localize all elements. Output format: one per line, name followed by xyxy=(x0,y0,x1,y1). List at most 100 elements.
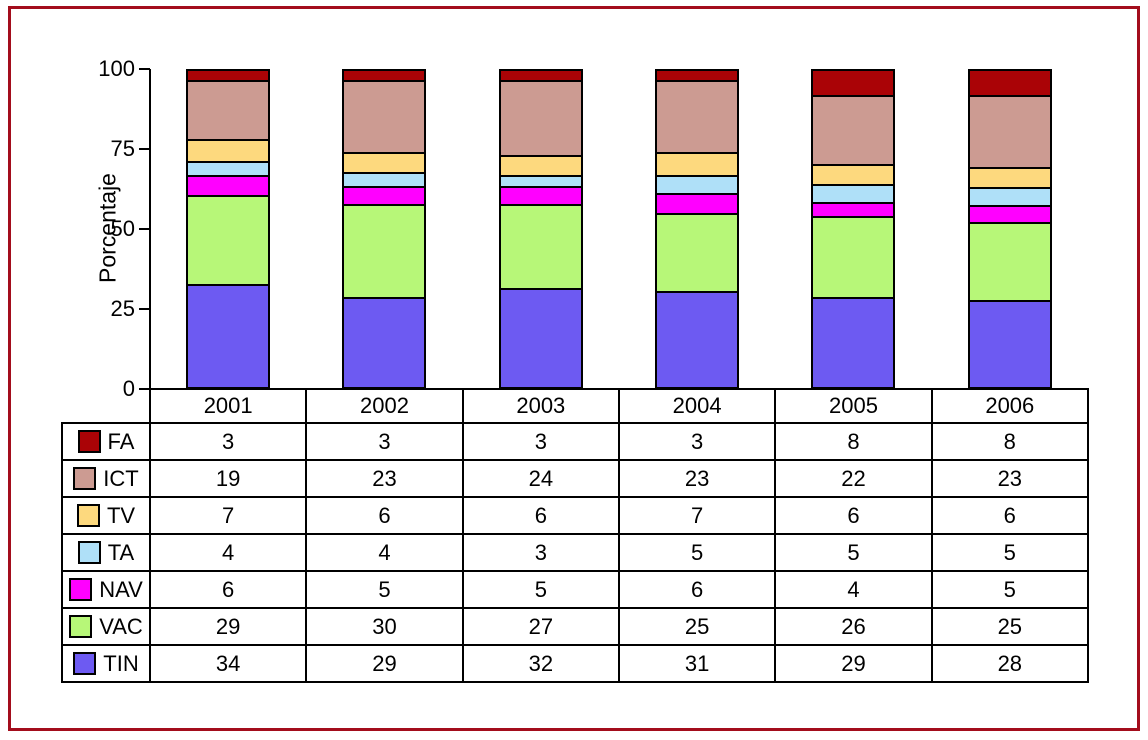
bar-segment-TA-2001 xyxy=(188,161,269,176)
bar-segment-NAV-2006 xyxy=(969,204,1050,222)
bar-segment-TA-2003 xyxy=(500,175,581,187)
bar-segment-FA-2001 xyxy=(188,71,269,80)
y-tick-mark xyxy=(139,308,150,310)
bar-segment-ICT-2004 xyxy=(657,80,738,153)
bar-segment-TIN-2003 xyxy=(500,287,581,387)
y-tick-label: 50 xyxy=(110,216,135,241)
year-header-2001: 2001 xyxy=(148,388,308,424)
legend-label-TA: TA xyxy=(107,539,135,565)
legend-swatch-TV xyxy=(76,503,100,527)
legend-cell-TV: TV xyxy=(61,496,151,535)
bar-segment-VAC-2004 xyxy=(657,212,738,291)
bar-segment-TA-2006 xyxy=(969,187,1050,205)
value-cell-TA-2006: 5 xyxy=(930,533,1089,572)
value-cell-FA-2006: 8 xyxy=(930,422,1089,461)
y-axis-line xyxy=(149,69,151,389)
value-cell-TA-2001: 4 xyxy=(148,533,308,572)
bar-segment-TIN-2005 xyxy=(813,296,894,387)
table-row-TA: TA 4 4 3 5 5 5 xyxy=(61,533,1089,572)
y-tick-label: 75 xyxy=(110,136,135,161)
bar-segment-NAV-2005 xyxy=(813,201,894,216)
legend-label-TV: TV xyxy=(106,502,136,528)
value-cell-VAC-2004: 25 xyxy=(617,607,777,646)
bar-segment-ICT-2005 xyxy=(813,95,894,165)
value-cell-NAV-2005: 4 xyxy=(774,570,933,609)
legend-swatch-TA xyxy=(77,540,101,564)
bar-segment-ICT-2003 xyxy=(500,80,581,156)
value-cell-FA-2004: 3 xyxy=(617,422,777,461)
bar-segment-VAC-2003 xyxy=(500,203,581,288)
value-cell-FA-2005: 8 xyxy=(774,422,933,461)
value-cell-TA-2002: 4 xyxy=(305,533,464,572)
value-cell-FA-2003: 3 xyxy=(461,422,620,461)
value-cell-TIN-2006: 28 xyxy=(930,644,1089,683)
table-row-VAC: VAC 29 30 27 25 26 25 xyxy=(61,607,1089,646)
legend-swatch-VAC xyxy=(69,614,93,638)
bar-2004 xyxy=(655,69,740,389)
value-cell-VAC-2001: 29 xyxy=(148,607,308,646)
value-cell-NAV-2003: 5 xyxy=(461,570,620,609)
bar-segment-TV-2001 xyxy=(188,138,269,162)
bar-segment-FA-2006 xyxy=(969,71,1050,96)
legend-cell-FA: FA xyxy=(61,422,151,461)
value-cell-ICT-2004: 23 xyxy=(617,459,777,498)
bar-segment-VAC-2006 xyxy=(969,221,1050,300)
legend-label-ICT: ICT xyxy=(103,465,139,491)
bar-segment-NAV-2003 xyxy=(500,186,581,204)
value-cell-TIN-2004: 31 xyxy=(617,644,777,683)
table-row-NAV: NAV 6 5 5 6 4 5 xyxy=(61,570,1089,609)
table-row-TV: TV 7 6 6 7 6 6 xyxy=(61,496,1089,535)
value-cell-VAC-2005: 26 xyxy=(774,607,933,646)
outer-frame xyxy=(8,6,1140,731)
bar-segment-TIN-2002 xyxy=(344,296,425,387)
value-cell-VAC-2006: 25 xyxy=(930,607,1089,646)
legend-swatch-FA xyxy=(77,429,101,453)
value-cell-VAC-2002: 30 xyxy=(305,607,464,646)
bar-2003 xyxy=(498,69,583,389)
value-cell-TIN-2005: 29 xyxy=(774,644,933,683)
value-cell-TV-2001: 7 xyxy=(148,496,308,535)
value-cell-TA-2003: 3 xyxy=(461,533,620,572)
value-cell-TA-2005: 5 xyxy=(774,533,933,572)
bar-segment-TV-2004 xyxy=(657,152,738,176)
value-cell-ICT-2003: 24 xyxy=(461,459,620,498)
value-cell-TIN-2003: 32 xyxy=(461,644,620,683)
table-row-TIN: TIN 34 29 32 31 29 28 xyxy=(61,644,1089,683)
bar-2005 xyxy=(811,69,896,389)
value-cell-TV-2002: 6 xyxy=(305,496,464,535)
value-cell-TIN-2001: 34 xyxy=(148,644,308,683)
y-tick-mark xyxy=(139,68,150,70)
value-cell-NAV-2006: 5 xyxy=(930,570,1089,609)
value-cell-ICT-2006: 23 xyxy=(930,459,1089,498)
bar-segment-VAC-2002 xyxy=(344,203,425,297)
bar-segment-ICT-2006 xyxy=(969,95,1050,168)
bar-segment-ICT-2002 xyxy=(344,80,425,153)
bar-2001 xyxy=(186,69,271,389)
bar-segment-TV-2006 xyxy=(969,167,1050,188)
bar-segment-NAV-2002 xyxy=(344,186,425,204)
bar-segment-FA-2002 xyxy=(344,71,425,81)
bar-segment-TA-2004 xyxy=(657,175,738,193)
value-cell-NAV-2004: 6 xyxy=(617,570,777,609)
bar-2002 xyxy=(342,69,427,389)
legend-label-NAV: NAV xyxy=(99,576,143,602)
value-cell-TV-2003: 6 xyxy=(461,496,620,535)
value-cell-NAV-2002: 5 xyxy=(305,570,464,609)
bar-segment-NAV-2001 xyxy=(188,175,269,196)
year-header-2005: 2005 xyxy=(774,388,933,424)
bar-segment-VAC-2001 xyxy=(188,195,269,284)
bar-segment-TV-2002 xyxy=(344,152,425,173)
year-header-2003: 2003 xyxy=(461,388,620,424)
legend-cell-TIN: TIN xyxy=(61,644,151,683)
bar-segment-FA-2004 xyxy=(657,71,738,81)
y-tick-mark xyxy=(139,148,150,150)
year-header-2006: 2006 xyxy=(930,388,1089,424)
table-row-ICT: ICT 19 23 24 23 22 23 xyxy=(61,459,1089,498)
bar-2006 xyxy=(967,69,1052,389)
legend-cell-VAC: VAC xyxy=(61,607,151,646)
bar-segment-TA-2002 xyxy=(344,172,425,187)
table-header-row: 2001 2002 2003 2004 2005 2006 xyxy=(62,388,1089,424)
legend-label-FA: FA xyxy=(107,428,135,454)
value-cell-TV-2004: 7 xyxy=(617,496,777,535)
bar-segment-VAC-2005 xyxy=(813,215,894,297)
